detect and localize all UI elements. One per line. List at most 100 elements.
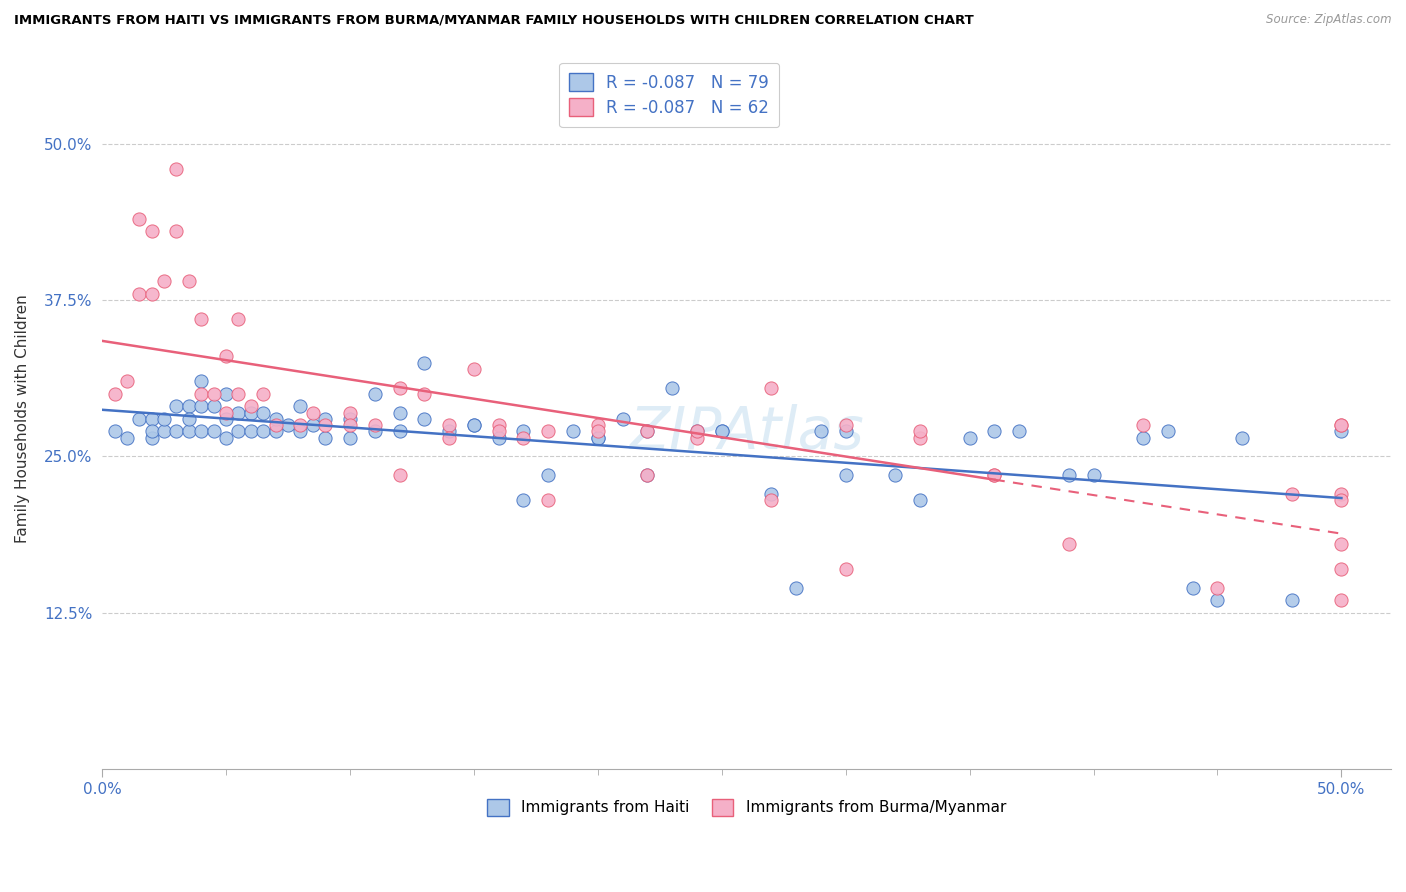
Point bbox=[177, 412, 200, 426]
Point bbox=[190, 400, 212, 414]
Point bbox=[228, 406, 250, 420]
Point bbox=[834, 562, 856, 576]
Point bbox=[1008, 425, 1031, 439]
Point bbox=[115, 431, 138, 445]
Point bbox=[239, 425, 262, 439]
Point bbox=[215, 406, 238, 420]
Point bbox=[1330, 593, 1353, 607]
Point bbox=[710, 425, 733, 439]
Point bbox=[785, 581, 807, 595]
Point bbox=[141, 224, 163, 238]
Point bbox=[364, 387, 387, 401]
Point bbox=[586, 418, 609, 433]
Point bbox=[1330, 537, 1353, 551]
Point bbox=[636, 425, 658, 439]
Point bbox=[339, 431, 361, 445]
Point bbox=[228, 387, 250, 401]
Point bbox=[264, 418, 287, 433]
Point bbox=[301, 418, 323, 433]
Point bbox=[834, 425, 856, 439]
Point bbox=[314, 431, 336, 445]
Point bbox=[834, 468, 856, 483]
Point bbox=[141, 286, 163, 301]
Point bbox=[1330, 562, 1353, 576]
Point bbox=[661, 381, 683, 395]
Point bbox=[301, 406, 323, 420]
Text: IMMIGRANTS FROM HAITI VS IMMIGRANTS FROM BURMA/MYANMAR FAMILY HOUSEHOLDS WITH CH: IMMIGRANTS FROM HAITI VS IMMIGRANTS FROM… bbox=[14, 13, 974, 27]
Point bbox=[166, 161, 188, 176]
Point bbox=[128, 286, 150, 301]
Point bbox=[202, 387, 225, 401]
Point bbox=[239, 400, 262, 414]
Point bbox=[512, 431, 534, 445]
Point bbox=[103, 425, 125, 439]
Point bbox=[190, 387, 212, 401]
Text: Source: ZipAtlas.com: Source: ZipAtlas.com bbox=[1267, 13, 1392, 27]
Point bbox=[437, 431, 460, 445]
Point bbox=[1330, 425, 1353, 439]
Point bbox=[339, 418, 361, 433]
Point bbox=[1132, 431, 1154, 445]
Point bbox=[228, 425, 250, 439]
Point bbox=[141, 431, 163, 445]
Point bbox=[488, 418, 510, 433]
Point bbox=[686, 425, 709, 439]
Text: ZIPAtlas: ZIPAtlas bbox=[628, 404, 863, 461]
Point bbox=[761, 493, 783, 508]
Point bbox=[761, 381, 783, 395]
Point bbox=[1206, 581, 1229, 595]
Point bbox=[512, 425, 534, 439]
Point bbox=[1232, 431, 1254, 445]
Point bbox=[190, 311, 212, 326]
Point bbox=[537, 468, 560, 483]
Point bbox=[1330, 418, 1353, 433]
Point bbox=[141, 412, 163, 426]
Point bbox=[636, 468, 658, 483]
Point bbox=[115, 375, 138, 389]
Point bbox=[1281, 487, 1303, 501]
Point bbox=[1181, 581, 1204, 595]
Point bbox=[413, 412, 436, 426]
Point bbox=[710, 425, 733, 439]
Point bbox=[128, 211, 150, 226]
Point bbox=[1206, 593, 1229, 607]
Point bbox=[264, 412, 287, 426]
Point bbox=[413, 387, 436, 401]
Point bbox=[512, 493, 534, 508]
Point bbox=[103, 387, 125, 401]
Point bbox=[290, 418, 312, 433]
Point bbox=[290, 425, 312, 439]
Point bbox=[314, 418, 336, 433]
Point bbox=[983, 468, 1005, 483]
Point bbox=[388, 468, 411, 483]
Point bbox=[686, 425, 709, 439]
Point bbox=[586, 425, 609, 439]
Point bbox=[252, 406, 274, 420]
Point bbox=[586, 431, 609, 445]
Point bbox=[636, 468, 658, 483]
Point bbox=[239, 406, 262, 420]
Point bbox=[612, 412, 634, 426]
Point bbox=[364, 425, 387, 439]
Point bbox=[1057, 468, 1080, 483]
Point bbox=[1330, 487, 1353, 501]
Point bbox=[388, 406, 411, 420]
Point bbox=[1132, 418, 1154, 433]
Point bbox=[413, 356, 436, 370]
Point bbox=[463, 362, 485, 376]
Point bbox=[488, 425, 510, 439]
Point bbox=[388, 381, 411, 395]
Point bbox=[908, 493, 931, 508]
Legend: Immigrants from Haiti, Immigrants from Burma/Myanmar: Immigrants from Haiti, Immigrants from B… bbox=[478, 789, 1015, 825]
Point bbox=[141, 425, 163, 439]
Point bbox=[215, 412, 238, 426]
Point bbox=[252, 425, 274, 439]
Point bbox=[1281, 593, 1303, 607]
Point bbox=[437, 418, 460, 433]
Point bbox=[252, 387, 274, 401]
Point bbox=[153, 274, 176, 288]
Point bbox=[128, 412, 150, 426]
Point bbox=[488, 431, 510, 445]
Point bbox=[586, 431, 609, 445]
Point bbox=[190, 375, 212, 389]
